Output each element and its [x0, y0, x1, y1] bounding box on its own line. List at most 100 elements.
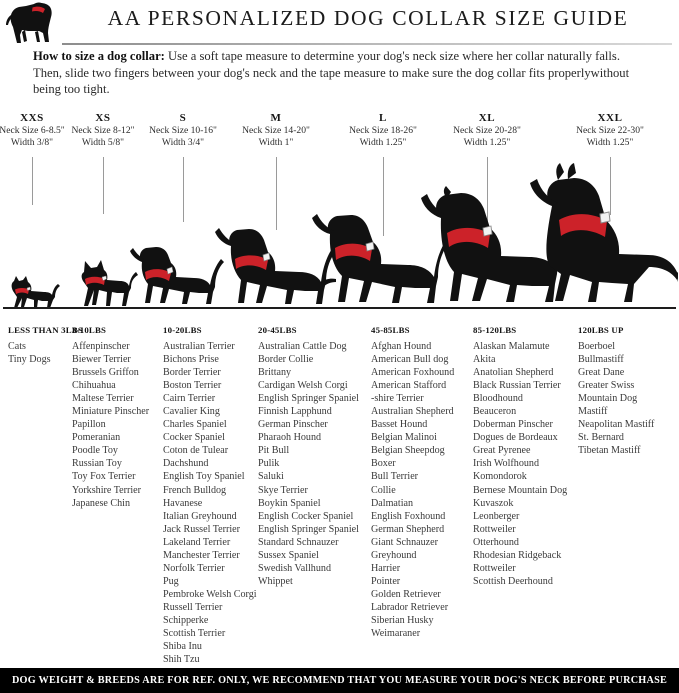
- breed-item: Dalmatian: [371, 497, 414, 509]
- breed-item: Australian Cattle Dog: [258, 341, 347, 352]
- breed-item: Kuvaszok: [473, 497, 514, 509]
- dog-silhouette-row: [0, 160, 679, 310]
- breed-item: Great Dane: [578, 367, 625, 379]
- size-tick-xxl: [610, 157, 611, 215]
- breed-item: Schipperke: [163, 614, 209, 626]
- breed-item: Russell Terrier: [163, 601, 223, 613]
- size-label: XXS: [20, 112, 44, 124]
- breed-column-20-45lbs: 20-45LBS Australian Cattle Dog Border Col…: [258, 324, 373, 588]
- size-label: XS: [95, 112, 111, 124]
- breed-item: Rhodesian Ridgeback: [473, 549, 562, 561]
- breed-column-less-than-3lbs: LESS THAN 3LBS Cats Tiny Dogs: [8, 324, 84, 366]
- breed-column-85-120lbs: 85-120LBS Alaskan Malamute Akita Anatolian…: [473, 324, 581, 588]
- breed-column-45-85lbs: 45-85LBS Afghan Hound American Bull dog Am…: [371, 324, 475, 640]
- breed-item: Toy Fox Terrier: [72, 471, 136, 483]
- breed-item: Beauceron: [473, 406, 517, 418]
- breed-item: Black Russian Terrier: [473, 380, 561, 392]
- breed-item: Greater Swiss: [578, 380, 635, 392]
- breed-item: Boerboel: [578, 341, 615, 352]
- breed-item: Weimaraner: [371, 628, 421, 640]
- breed-item: Siberian Husky: [371, 614, 434, 626]
- breed-item: Shiba Inu: [163, 641, 202, 653]
- size-neck-range: Neck Size 20-28": [453, 125, 521, 136]
- breed-item: Tiny Dogs: [8, 354, 51, 366]
- breed-item: English Cocker Spaniel: [258, 510, 354, 522]
- disclaimer-text: DOG WEIGHT & BREEDS ARE FOR REF. ONLY, W…: [11, 675, 668, 686]
- breed-item: German Shepherd: [371, 523, 445, 535]
- dog-silhouette-xl-mastiff: [417, 180, 567, 310]
- breed-item: Greyhound: [371, 549, 417, 561]
- breed-item: Shih Tzu: [163, 654, 200, 666]
- breed-item: Whippet: [258, 575, 293, 587]
- breed-item: Lakeland Terrier: [163, 536, 231, 548]
- breed-item: Pharaoh Hound: [258, 432, 322, 444]
- breed-item: English Toy Spaniel: [163, 471, 245, 483]
- size-tick-s: [183, 157, 184, 222]
- breed-column-header: 3-10LBS: [72, 325, 107, 335]
- breed-item: Miniature Pinscher: [72, 406, 150, 418]
- breed-item: Cocker Spaniel: [163, 432, 225, 444]
- how-to-size-paragraph: How to size a dog collar: Use a soft tap…: [33, 48, 649, 98]
- breed-item: Scottish Terrier: [163, 628, 226, 640]
- breed-item: American Stafford: [371, 380, 447, 392]
- breed-list: Australian Terrier Bichons Prise Border Te…: [163, 340, 263, 679]
- size-label: XXL: [597, 112, 623, 124]
- breed-item: St. Bernard: [578, 432, 624, 444]
- breed-column-header: 45-85LBS: [371, 325, 410, 335]
- breed-column-header: LESS THAN 3LBS: [8, 325, 84, 335]
- breed-list: Affenpinscher Biewer Terrier Brussels Grif…: [72, 340, 167, 510]
- breed-item: Sussex Spaniel: [258, 549, 319, 561]
- breed-item: Komondorok: [473, 471, 527, 483]
- breed-item: Cardigan Welsh Corgi: [258, 380, 348, 392]
- size-column-xxs: XXS Neck Size 6-8.5" Width 3/8": [0, 112, 92, 149]
- size-column-xxl: XXL Neck Size 22-30" Width 1.25": [550, 112, 670, 149]
- size-neck-range: Neck Size 10-16": [149, 125, 217, 136]
- breed-item: Manchester Terrier: [163, 549, 240, 561]
- breed-weight-table: LESS THAN 3LBS Cats Tiny Dogs 3-10LBS Aff…: [0, 324, 679, 678]
- breed-item: Pit Bull: [258, 445, 290, 457]
- size-width: Width 3/4": [161, 137, 205, 149]
- breed-item: Italian Greyhound: [163, 510, 237, 522]
- breed-item: Border Terrier: [163, 367, 221, 379]
- breed-item: Belgian Sheepdog: [371, 445, 445, 457]
- breed-column-10-20lbs: 10-20LBS Australian Terrier Bichons Prise…: [163, 324, 263, 679]
- breed-item: Labrador Retriever: [371, 601, 449, 613]
- breed-item: Akita: [473, 354, 496, 366]
- breed-item: Biewer Terrier: [72, 354, 131, 366]
- size-neck-range: Neck Size 22-30": [576, 125, 644, 136]
- size-width: Width 1": [258, 137, 294, 149]
- breed-item: Afghan Hound: [371, 341, 432, 352]
- breed-item: Bernese Mountain Dog: [473, 484, 568, 496]
- breed-item: Doberman Pinscher: [473, 419, 553, 431]
- breed-item: English Springer Spaniel: [258, 393, 359, 405]
- dog-silhouette-xs-chihuahua: [72, 248, 140, 310]
- breed-item: Skye Terrier: [258, 484, 308, 496]
- breed-item: Rottweiler: [473, 562, 516, 574]
- size-neck-range: Neck Size 14-20": [242, 125, 310, 136]
- breed-item: Rottweiler: [473, 523, 516, 535]
- dog-silhouette-s-terrier: [128, 230, 228, 310]
- breed-item: Havanese: [163, 497, 203, 509]
- breed-item: Boxer: [371, 458, 396, 470]
- size-column-m: M Neck Size 14-20" Width 1": [216, 112, 336, 149]
- size-width: Width 1.25": [463, 137, 511, 149]
- size-neck-range: Neck Size 18-26": [349, 125, 417, 136]
- size-column-s: S Neck Size 10-16" Width 3/4": [123, 112, 243, 149]
- breed-item: Swedish Vallhund: [258, 562, 331, 574]
- breed-item: Leonberger: [473, 510, 520, 522]
- breed-item: Jack Russel Terrier: [163, 523, 241, 535]
- breed-column-header: 10-20LBS: [163, 325, 202, 335]
- breed-item: Chihuahua: [72, 380, 116, 392]
- size-columns: XXS Neck Size 6-8.5" Width 3/8" XS Neck …: [0, 112, 679, 158]
- breed-item: -shire Terrier: [371, 393, 424, 405]
- breed-item: Otterhound: [473, 536, 519, 548]
- breed-item: Pug: [163, 575, 179, 587]
- how-to-size-lead: How to size a dog collar:: [33, 49, 165, 63]
- breed-item: Bullmastiff: [578, 354, 624, 366]
- baseline-rule: [3, 307, 676, 309]
- breed-item: Russian Toy: [72, 458, 122, 470]
- breed-item: Alaskan Malamute: [473, 341, 550, 352]
- breed-item: Golden Retriever: [371, 588, 441, 600]
- size-column-xs: XS Neck Size 8-12" Width 5/8": [43, 112, 163, 149]
